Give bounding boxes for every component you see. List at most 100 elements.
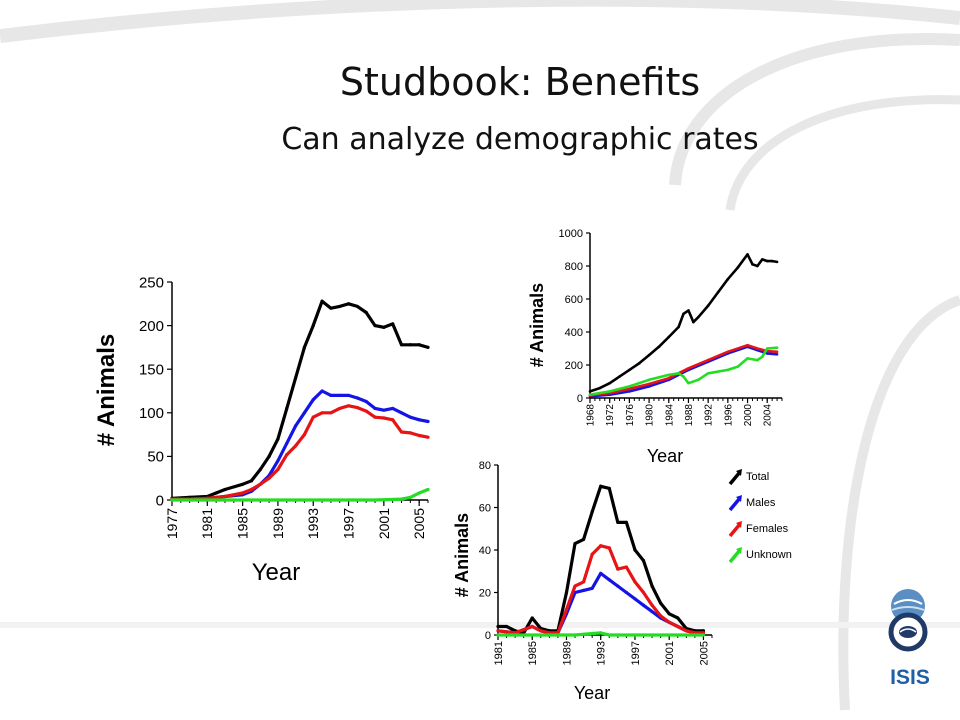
series-line-1 bbox=[172, 389, 429, 501]
series-3-point bbox=[599, 631, 603, 635]
series-0-point bbox=[408, 343, 412, 347]
series-2-point bbox=[346, 404, 351, 408]
x-tick-label: 2004 bbox=[763, 404, 774, 427]
series-2-point bbox=[599, 544, 603, 548]
y-axis-label: # Animals bbox=[452, 513, 472, 597]
series-1-point bbox=[373, 406, 377, 411]
series-1-point bbox=[650, 610, 654, 614]
series-1-point bbox=[647, 385, 651, 388]
x-tick-label: 1989 bbox=[270, 508, 286, 539]
series-1-point bbox=[775, 352, 779, 356]
series-0-point bbox=[241, 482, 245, 486]
series-0-point bbox=[285, 406, 289, 411]
series-0-point bbox=[329, 306, 333, 310]
series-0-point bbox=[633, 548, 637, 552]
x-tick-label: 1996 bbox=[723, 404, 734, 427]
series-0-point bbox=[223, 487, 227, 492]
series-3-point bbox=[687, 381, 690, 385]
series-0-point bbox=[677, 325, 680, 329]
series-0-point bbox=[676, 616, 680, 620]
series-3-point bbox=[726, 368, 730, 372]
series-0-point bbox=[770, 259, 774, 263]
series-0-point bbox=[399, 343, 404, 347]
series-0-point bbox=[716, 291, 720, 294]
series-0-point bbox=[346, 302, 351, 306]
series-0-point bbox=[641, 559, 646, 563]
y-axis-label: # Animals bbox=[527, 283, 547, 367]
y-tick-label: 60 bbox=[479, 502, 491, 514]
series-1-point bbox=[590, 586, 594, 590]
series-0-point bbox=[232, 485, 236, 489]
x-tick-label: 1988 bbox=[684, 404, 695, 427]
series-2-point bbox=[249, 487, 254, 492]
series-2-point bbox=[364, 409, 368, 413]
series-0-point bbox=[530, 616, 534, 620]
chart-top-right: 0 200 400 600 800 1000 1968 1972 1976 1980 1984 198… bbox=[527, 228, 783, 466]
series-0-point bbox=[582, 537, 586, 541]
x-axis-label: Year bbox=[647, 446, 683, 466]
y-tick-label: 0 bbox=[156, 492, 164, 509]
series-2-point bbox=[573, 584, 577, 588]
series-line-1 bbox=[589, 345, 778, 398]
x-tick-label: 1993 bbox=[596, 641, 608, 665]
series-0-point bbox=[373, 324, 377, 328]
series-0-point bbox=[775, 260, 779, 264]
series-0-point bbox=[590, 510, 594, 514]
series-0-point bbox=[692, 320, 695, 324]
series-0-point bbox=[706, 304, 710, 307]
legend-label: Unknown bbox=[746, 549, 792, 561]
series-3-point bbox=[607, 633, 611, 637]
x-tick-label: 1968 bbox=[586, 404, 597, 427]
series-0-point bbox=[258, 467, 262, 472]
series-3-point bbox=[765, 347, 769, 350]
series-3-point bbox=[616, 633, 620, 637]
series-1-point bbox=[399, 411, 404, 415]
series-1-point bbox=[624, 590, 628, 595]
series-1-point bbox=[276, 459, 280, 463]
series-0-point bbox=[573, 542, 577, 546]
series-2-point bbox=[320, 411, 324, 415]
series-2-point bbox=[726, 350, 730, 354]
series-2-point bbox=[329, 411, 333, 415]
series-2-point bbox=[590, 552, 594, 556]
series-0-point bbox=[647, 353, 651, 357]
series-line-2 bbox=[589, 343, 778, 397]
series-2-point bbox=[650, 603, 654, 607]
series-3-point bbox=[775, 346, 779, 349]
series-2-point bbox=[391, 418, 395, 422]
series-0-point bbox=[426, 345, 430, 349]
x-tick-label: 1992 bbox=[704, 404, 715, 427]
series-2-point bbox=[676, 624, 680, 629]
series-0-point bbox=[607, 486, 611, 490]
series-2-point bbox=[667, 620, 671, 624]
x-tick-label: 1981 bbox=[493, 641, 505, 665]
logo-text: ISIS bbox=[890, 666, 930, 689]
series-1-point bbox=[338, 393, 342, 397]
series-1-point bbox=[582, 588, 586, 592]
series-3-point bbox=[573, 633, 577, 637]
series-3-point bbox=[170, 498, 174, 502]
series-0-point bbox=[618, 375, 621, 378]
series-3-point bbox=[677, 371, 680, 375]
x-axis-label: Year bbox=[252, 559, 301, 586]
x-tick-label: 1984 bbox=[664, 404, 675, 427]
legend-arrow-icon bbox=[736, 547, 742, 554]
series-2-point bbox=[223, 494, 227, 499]
series-2-point bbox=[373, 415, 377, 419]
series-2-point bbox=[267, 476, 271, 480]
legend-label: Total bbox=[746, 471, 769, 483]
x-tick-label: 1997 bbox=[630, 641, 642, 665]
series-0-point bbox=[637, 362, 641, 365]
series-2-point bbox=[756, 347, 759, 350]
series-0-point bbox=[293, 376, 298, 380]
y-tick-label: 400 bbox=[565, 327, 583, 339]
series-2-point bbox=[399, 430, 404, 434]
series-2-point bbox=[408, 431, 412, 435]
series-3-point bbox=[682, 375, 685, 378]
series-3-point bbox=[647, 378, 651, 382]
y-tick-label: 0 bbox=[485, 630, 491, 642]
series-2-point bbox=[746, 343, 749, 347]
series-line-2 bbox=[497, 544, 704, 635]
y-tick-label: 50 bbox=[147, 449, 164, 466]
series-2-point bbox=[302, 433, 307, 437]
